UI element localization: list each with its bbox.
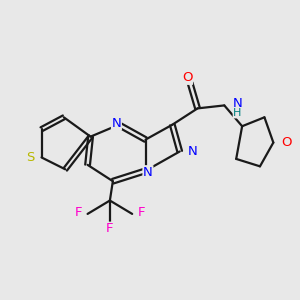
Text: H: H: [233, 108, 242, 118]
Text: O: O: [182, 71, 192, 84]
Text: F: F: [137, 206, 145, 219]
Text: N: N: [188, 145, 198, 158]
Text: N: N: [143, 166, 153, 179]
Text: F: F: [106, 222, 114, 235]
Text: S: S: [26, 151, 34, 164]
Text: N: N: [112, 117, 121, 130]
Text: N: N: [232, 97, 242, 110]
Text: F: F: [75, 206, 82, 219]
Text: O: O: [282, 136, 292, 149]
